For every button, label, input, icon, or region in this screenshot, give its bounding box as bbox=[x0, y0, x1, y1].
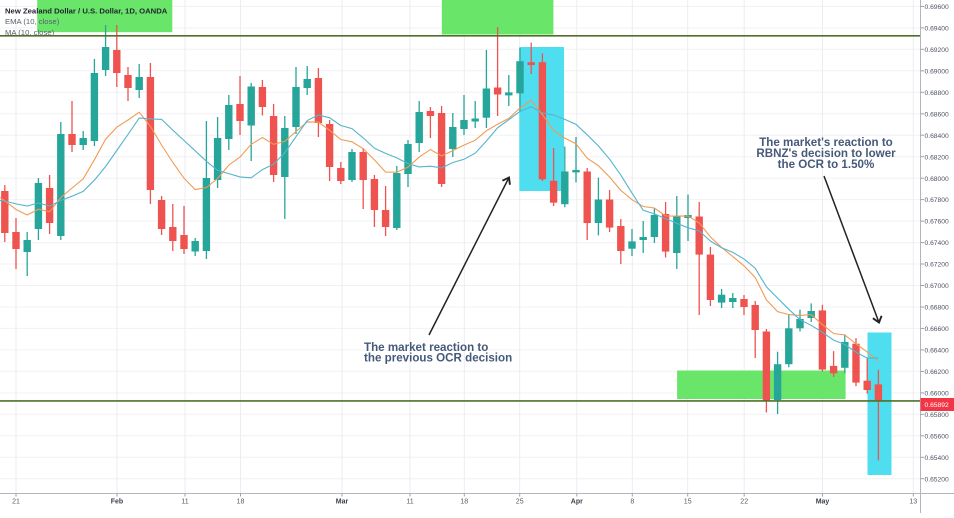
svg-text:New Zealand Dollar / U.S. Doll: New Zealand Dollar / U.S. Dollar, 1D, OA… bbox=[5, 7, 168, 16]
svg-text:May: May bbox=[816, 499, 830, 506]
svg-text:13: 13 bbox=[909, 499, 917, 506]
svg-text:0.68000: 0.68000 bbox=[925, 176, 949, 183]
svg-text:0.69400: 0.69400 bbox=[925, 26, 949, 33]
svg-text:0.68400: 0.68400 bbox=[925, 133, 949, 140]
svg-text:0.68200: 0.68200 bbox=[925, 154, 949, 161]
svg-text:0.67400: 0.67400 bbox=[925, 240, 949, 247]
svg-text:0.68600: 0.68600 bbox=[925, 111, 949, 118]
svg-text:0.68800: 0.68800 bbox=[925, 90, 949, 97]
svg-text:0.65200: 0.65200 bbox=[925, 476, 949, 483]
svg-text:0.66200: 0.66200 bbox=[925, 369, 949, 376]
svg-text:0.69200: 0.69200 bbox=[925, 47, 949, 54]
svg-text:22: 22 bbox=[740, 499, 748, 506]
svg-text:0.66800: 0.66800 bbox=[925, 305, 949, 312]
svg-text:11: 11 bbox=[181, 499, 188, 506]
svg-text:0.69600: 0.69600 bbox=[925, 4, 949, 11]
svg-text:0.67200: 0.67200 bbox=[925, 262, 949, 269]
svg-text:15: 15 bbox=[684, 499, 692, 506]
svg-text:0.69000: 0.69000 bbox=[925, 68, 949, 75]
svg-text:0.67800: 0.67800 bbox=[925, 197, 949, 204]
svg-text:Feb: Feb bbox=[111, 499, 123, 506]
svg-text:25: 25 bbox=[516, 499, 524, 506]
svg-text:0.66400: 0.66400 bbox=[925, 348, 949, 355]
svg-text:0.66000: 0.66000 bbox=[925, 391, 949, 398]
svg-text:0.65400: 0.65400 bbox=[925, 455, 949, 462]
svg-text:0.65600: 0.65600 bbox=[925, 433, 949, 440]
svg-text:Apr: Apr bbox=[571, 499, 583, 506]
svg-text:EMA (10, close): EMA (10, close) bbox=[5, 17, 60, 26]
svg-text:18: 18 bbox=[237, 499, 245, 506]
svg-text:11: 11 bbox=[406, 499, 413, 506]
svg-text:Mar: Mar bbox=[336, 499, 349, 506]
svg-text:the previous OCR decision: the previous OCR decision bbox=[364, 352, 512, 365]
svg-text:8: 8 bbox=[630, 499, 634, 506]
svg-text:0.65800: 0.65800 bbox=[925, 412, 949, 419]
svg-text:MA (10, close): MA (10, close) bbox=[5, 28, 55, 37]
svg-text:the OCR to 1.50%: the OCR to 1.50% bbox=[778, 158, 875, 171]
svg-text:0.67600: 0.67600 bbox=[925, 219, 949, 226]
svg-text:21: 21 bbox=[12, 499, 20, 506]
svg-text:0.67000: 0.67000 bbox=[925, 283, 949, 290]
svg-text:0.66600: 0.66600 bbox=[925, 326, 949, 333]
svg-text:18: 18 bbox=[460, 499, 468, 506]
svg-text:0.65892: 0.65892 bbox=[925, 402, 949, 409]
